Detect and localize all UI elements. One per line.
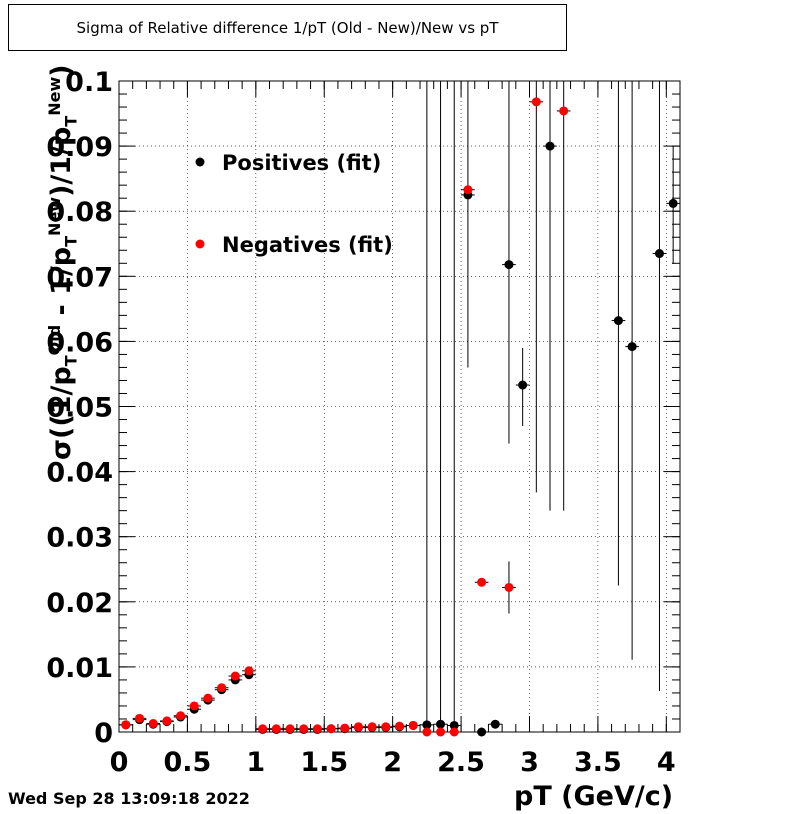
negatives-point bbox=[230, 671, 240, 681]
negatives-point bbox=[477, 577, 487, 587]
x-tick-label: 0 bbox=[110, 747, 129, 778]
y-tick-label: 0.1 bbox=[65, 67, 113, 98]
x-tick-label: 4 bbox=[657, 747, 676, 778]
negatives-point bbox=[285, 724, 295, 734]
chart-title: Sigma of Relative difference 1/pT (Old -… bbox=[76, 18, 499, 37]
negatives-point bbox=[463, 185, 473, 195]
positives-point bbox=[436, 719, 446, 729]
x-tick-label: 2.5 bbox=[437, 747, 485, 778]
positives-point bbox=[668, 198, 678, 208]
negatives-point bbox=[408, 720, 418, 730]
positives-point bbox=[504, 260, 514, 270]
data-points bbox=[121, 97, 678, 737]
positives-point bbox=[627, 342, 637, 352]
y-tick-label: 0.03 bbox=[46, 523, 113, 554]
negatives-point bbox=[559, 106, 569, 116]
negatives-point bbox=[449, 727, 459, 737]
legend-label-negatives: Negatives (fit) bbox=[222, 233, 393, 257]
negatives-point bbox=[326, 724, 336, 734]
x-tick-label: 1.5 bbox=[300, 747, 348, 778]
negatives-point bbox=[299, 724, 309, 734]
y-tick-label: 0 bbox=[94, 718, 113, 749]
legend: Positives (fit) Negatives (fit) bbox=[195, 151, 393, 257]
negatives-point bbox=[244, 666, 254, 676]
negatives-point bbox=[367, 722, 377, 732]
negatives-point bbox=[135, 713, 145, 723]
y-tick-label: 0.01 bbox=[46, 653, 113, 684]
negatives-point bbox=[258, 724, 268, 734]
x-tick-label: 0.5 bbox=[163, 747, 211, 778]
negatives-point bbox=[504, 582, 514, 592]
negatives-point bbox=[162, 716, 172, 726]
negatives-point bbox=[176, 711, 186, 721]
axis-ticks bbox=[118, 80, 681, 733]
y-tick-label: 0.09 bbox=[46, 132, 113, 163]
negatives-point bbox=[340, 723, 350, 733]
y-tick-label: 0.05 bbox=[46, 393, 113, 424]
tick-labels: 0 0.5 1 1.5 2 2.5 3 3.5 4 0 0.01 0.02 0.03 0.04 0.05 0.… bbox=[46, 67, 675, 778]
x-axis-title: pT (GeV/c) bbox=[514, 781, 674, 812]
x-tick-label: 2 bbox=[383, 747, 402, 778]
y-axis-title-text: σ((1/pTOld - 1/pTNew)/1/pTNew) bbox=[45, 64, 81, 460]
negatives-point bbox=[189, 701, 199, 711]
positives-point bbox=[490, 719, 500, 729]
negatives-point bbox=[353, 722, 363, 732]
negatives-point bbox=[381, 722, 391, 732]
y-tick-label: 0.07 bbox=[46, 262, 113, 293]
x-tick-label: 1 bbox=[246, 747, 265, 778]
positives-point bbox=[449, 720, 459, 730]
negatives-point bbox=[203, 693, 213, 703]
positives-point bbox=[613, 316, 623, 326]
grid-lines bbox=[119, 81, 680, 732]
negatives-point bbox=[121, 720, 131, 730]
negatives-point bbox=[217, 683, 227, 693]
negatives-point bbox=[436, 727, 446, 737]
y-tick-label: 0.02 bbox=[46, 588, 113, 619]
positives-point bbox=[518, 380, 528, 390]
negatives-point bbox=[531, 97, 541, 107]
legend-marker-negatives bbox=[195, 239, 205, 249]
chart-title-box: Sigma of Relative difference 1/pT (Old -… bbox=[8, 4, 567, 51]
x-tick-label: 3.5 bbox=[574, 747, 622, 778]
y-tick-label: 0.08 bbox=[46, 197, 113, 228]
x-tick-label: 3 bbox=[520, 747, 539, 778]
negatives-point bbox=[271, 724, 281, 734]
y-tick-label: 0.06 bbox=[46, 327, 113, 358]
negatives-point bbox=[312, 724, 322, 734]
y-tick-label: 0.04 bbox=[46, 458, 113, 489]
legend-marker-positives bbox=[195, 157, 205, 167]
positives-point bbox=[654, 249, 664, 259]
positives-point bbox=[422, 720, 432, 730]
datestamp: Wed Sep 28 13:09:18 2022 bbox=[8, 789, 250, 808]
positives-point bbox=[545, 141, 555, 151]
negatives-point bbox=[422, 727, 432, 737]
negatives-point bbox=[148, 719, 158, 729]
negatives-point bbox=[395, 721, 404, 731]
legend-label-positives: Positives (fit) bbox=[222, 151, 381, 175]
positives-point bbox=[477, 727, 487, 737]
